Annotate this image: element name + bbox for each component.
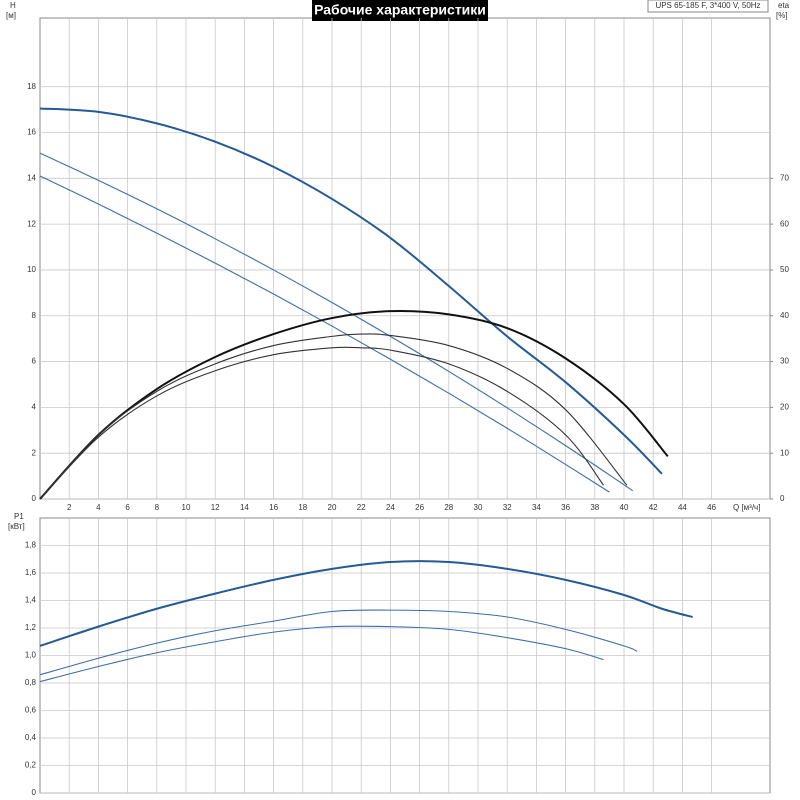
x-tick-label: 14 [240,503,249,512]
y-tick-label: 12 [27,219,36,228]
x-tick-label: 38 [590,503,599,512]
y-tick-label: 0,8 [25,678,37,687]
y2-tick-label: 0 [780,494,785,503]
y2-axis-unit: [%] [776,11,788,20]
y-tick-label: 0 [32,494,37,503]
x-tick-label: 26 [415,503,424,512]
y2-tick-label: 30 [780,357,789,366]
y-tick-label: 1,4 [25,596,37,605]
y-tick-label: 0 [32,788,37,797]
data-line [39,346,604,500]
model-box [647,0,769,13]
x-tick-label: 28 [444,503,453,512]
y-tick-label: 6 [32,357,37,366]
y2-axis-label: eta [778,1,790,10]
data-line [39,152,634,492]
y-tick-label: 1,6 [25,568,37,577]
y2-tick-label: 70 [780,173,789,182]
x-tick-label: 12 [211,503,220,512]
data-line [39,175,610,493]
top-plot-frame [39,17,771,500]
x-tick-label: 4 [96,503,101,512]
x-tick-label: 8 [155,503,160,512]
y-tick-label: 2 [32,448,37,457]
y-axis-label: P1 [14,512,24,521]
y-tick-label: 18 [27,82,36,91]
x-tick-label: 16 [269,503,278,512]
data-line [39,560,693,647]
x-tick-label: 44 [678,503,687,512]
y-axis-unit: [м] [6,11,16,20]
x-tick-label: 18 [298,503,307,512]
x-tick-label: 32 [503,503,512,512]
data-line [39,609,638,676]
y-tick-label: 1,0 [25,651,37,660]
x-tick-label: 6 [125,503,130,512]
y-tick-label: 1,8 [25,541,37,550]
chart-title: Рабочие характеристики [314,2,486,18]
x-tick-label: 24 [386,503,395,512]
y-tick-label: 0,4 [25,733,37,742]
x-axis-label: Q [м³/ч] [733,503,760,512]
y-tick-label: 1,2 [25,623,37,632]
x-tick-label: 22 [357,503,366,512]
data-line [39,310,669,500]
y-tick-label: 14 [27,173,36,182]
title-box [312,0,488,21]
data-line [39,107,663,475]
x-tick-label: 2 [67,503,72,512]
data-line [39,333,628,500]
y2-tick-label: 40 [780,311,789,320]
x-tick-label: 34 [532,503,541,512]
x-tick-label: 46 [707,503,716,512]
x-tick-label: 10 [182,503,191,512]
y2-tick-label: 10 [780,448,789,457]
x-tick-label: 40 [620,503,629,512]
data-line [39,625,604,683]
y2-tick-label: 50 [780,265,789,274]
y-axis-unit: [кВт] [8,522,25,531]
y2-tick-label: 20 [780,402,789,411]
x-tick-label: 20 [328,503,337,512]
y-tick-label: 10 [27,265,36,274]
y-tick-label: 16 [27,128,36,137]
y-tick-label: 4 [32,402,37,411]
y-tick-label: 8 [32,311,37,320]
y2-tick-label: 60 [780,219,789,228]
x-tick-label: 36 [561,503,570,512]
x-tick-label: 42 [649,503,658,512]
x-tick-label: 30 [474,503,483,512]
y-tick-label: 0,2 [25,761,37,770]
y-axis-label: H [10,1,16,10]
y-tick-label: 0,6 [25,706,37,715]
chart-subtitle: UPS 65-185 F, 3*400 V, 50Hz [655,1,760,10]
